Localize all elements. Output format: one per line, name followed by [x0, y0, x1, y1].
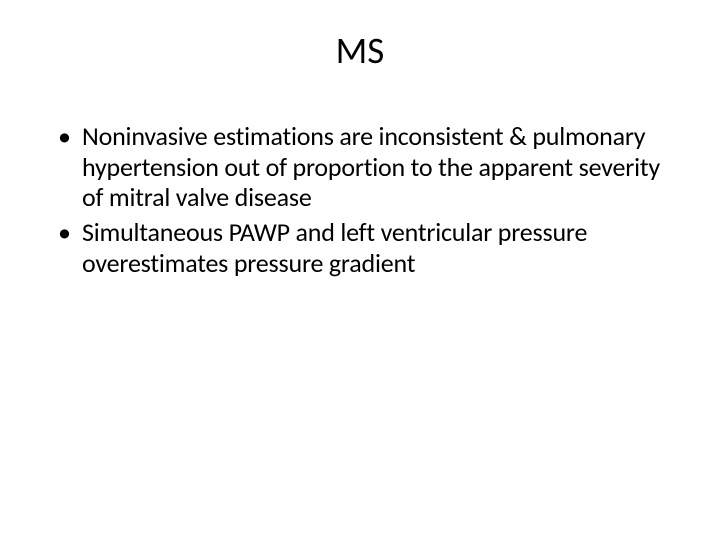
bullet-text: Simultaneous PAWP and left ventricular p… — [82, 216, 587, 279]
bullet-text: Noninvasive estimations are inconsistent… — [82, 120, 660, 213]
slide-title: MS — [50, 28, 670, 73]
bullet-item: Noninvasive estimations are inconsistent… — [50, 121, 670, 213]
bullet-list: Noninvasive estimations are inconsistent… — [50, 121, 670, 278]
bullet-item: Simultaneous PAWP and left ventricular p… — [50, 217, 670, 278]
slide-container: MS Noninvasive estimations are inconsist… — [0, 0, 720, 540]
